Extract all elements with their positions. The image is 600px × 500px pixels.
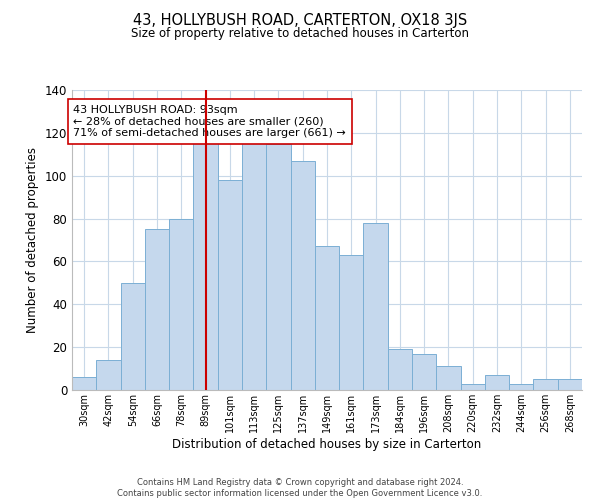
Bar	[364, 223, 388, 390]
Bar	[558, 380, 582, 390]
Bar	[218, 180, 242, 390]
Bar	[436, 366, 461, 390]
Text: 43 HOLLYBUSH ROAD: 93sqm
← 28% of detached houses are smaller (260)
71% of semi-: 43 HOLLYBUSH ROAD: 93sqm ← 28% of detach…	[73, 105, 346, 138]
Bar	[266, 144, 290, 390]
Text: 43, HOLLYBUSH ROAD, CARTERTON, OX18 3JS: 43, HOLLYBUSH ROAD, CARTERTON, OX18 3JS	[133, 12, 467, 28]
Bar	[72, 377, 96, 390]
Bar	[339, 255, 364, 390]
Text: Contains HM Land Registry data © Crown copyright and database right 2024.
Contai: Contains HM Land Registry data © Crown c…	[118, 478, 482, 498]
Bar	[96, 360, 121, 390]
Bar	[121, 283, 145, 390]
Bar	[412, 354, 436, 390]
Bar	[388, 350, 412, 390]
Bar	[461, 384, 485, 390]
X-axis label: Distribution of detached houses by size in Carterton: Distribution of detached houses by size …	[172, 438, 482, 450]
Bar	[193, 135, 218, 390]
Bar	[533, 380, 558, 390]
Text: Size of property relative to detached houses in Carterton: Size of property relative to detached ho…	[131, 28, 469, 40]
Bar	[315, 246, 339, 390]
Bar	[169, 218, 193, 390]
Bar	[290, 160, 315, 390]
Bar	[145, 230, 169, 390]
Bar	[509, 384, 533, 390]
Y-axis label: Number of detached properties: Number of detached properties	[26, 147, 39, 333]
Bar	[485, 375, 509, 390]
Bar	[242, 137, 266, 390]
